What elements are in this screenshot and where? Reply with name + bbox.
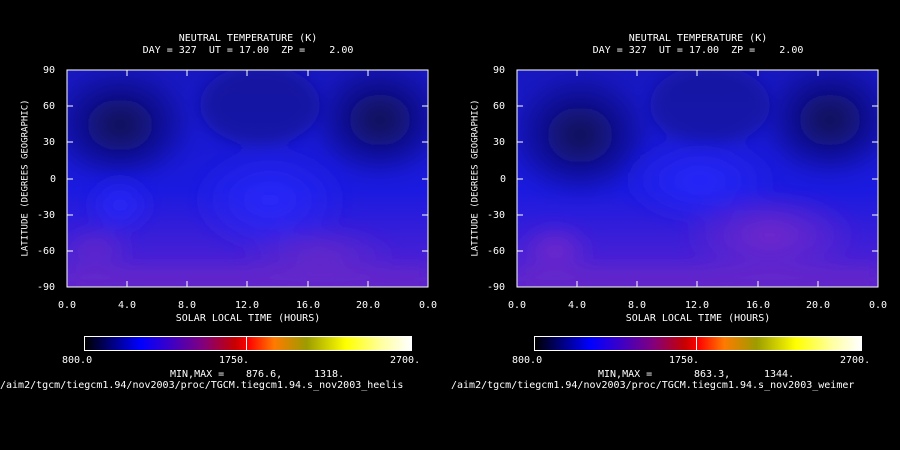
y-tick-label: -60 (487, 246, 506, 257)
min-value: 863.3, (694, 369, 731, 380)
max-value: 1318. (314, 369, 345, 380)
y-tick-label: -90 (37, 282, 56, 293)
colorbar-min-label: 800.0 (512, 355, 543, 366)
y-tick-label: 90 (493, 65, 506, 76)
minmax-label: MIN,MAX = (170, 369, 225, 380)
colorbar-mid-label: 1750. (668, 355, 700, 366)
x-tick-label: 12.0 (234, 300, 260, 311)
y-tick-label: 60 (43, 101, 56, 112)
chart-subtitle: DAY = 327 UT = 17.00 ZP = 2.00 (142, 45, 354, 56)
y-tick-label: 0 (500, 174, 507, 185)
x-tick-label: 8.0 (627, 300, 647, 311)
x-tick-label: 0.0 (57, 300, 77, 311)
y-tick-label: -30 (487, 210, 506, 221)
y-tick-label: 90 (43, 65, 56, 76)
min-value: 876.6, (246, 369, 283, 380)
x-tick-label: 16.0 (295, 300, 321, 311)
chart-title: NEUTRAL TEMPERATURE (K) (628, 33, 768, 44)
x-tick-label: 8.0 (177, 300, 197, 311)
chart-title: NEUTRAL TEMPERATURE (K) (178, 33, 318, 44)
x-tick-label: 0.0 (869, 300, 888, 311)
minmax-label: MIN,MAX = (598, 369, 653, 380)
y-axis-label: LATITUDE (DEGREES GEOGRAPHIC) (470, 99, 481, 257)
x-tick-label: 0.0 (507, 300, 527, 311)
y-tick-label: 60 (493, 101, 506, 112)
colorbar-marker (696, 336, 697, 351)
y-tick-label: -90 (487, 282, 506, 293)
max-value: 1344. (764, 369, 795, 380)
colorbar-max-label: 2700. (390, 355, 421, 366)
colorbar-left (84, 336, 412, 351)
colorbar-mid-label: 1750. (218, 355, 250, 366)
chart-subtitle: DAY = 327 UT = 17.00 ZP = 2.00 (592, 45, 804, 56)
source-path-right: /aim2/tgcm/tiegcm1.94/nov2003/proc/TGCM.… (451, 380, 855, 391)
y-tick-label: 30 (43, 137, 56, 148)
x-tick-label: 20.0 (355, 300, 381, 311)
x-tick-label: 16.0 (745, 300, 771, 311)
colorbar-min-label: 800.0 (62, 355, 93, 366)
y-tick-label: 30 (493, 137, 506, 148)
colorbar-max-label: 2700. (840, 355, 871, 366)
x-tick-label: 4.0 (567, 300, 587, 311)
x-tick-label: 4.0 (117, 300, 137, 311)
colorbar-marker (246, 336, 247, 351)
x-tick-label: 0.0 (418, 300, 438, 311)
y-tick-label: -60 (37, 246, 56, 257)
y-tick-label: -30 (37, 210, 56, 221)
x-tick-label: 20.0 (805, 300, 831, 311)
source-path-left: /aim2/tgcm/tiegcm1.94/nov2003/proc/TGCM.… (0, 380, 404, 391)
x-tick-label: 12.0 (684, 300, 710, 311)
x-axis-label: SOLAR LOCAL TIME (HOURS) (625, 313, 771, 324)
y-tick-label: 0 (50, 174, 57, 185)
x-axis-label: SOLAR LOCAL TIME (HOURS) (175, 313, 321, 324)
colorbar-right (534, 336, 862, 351)
